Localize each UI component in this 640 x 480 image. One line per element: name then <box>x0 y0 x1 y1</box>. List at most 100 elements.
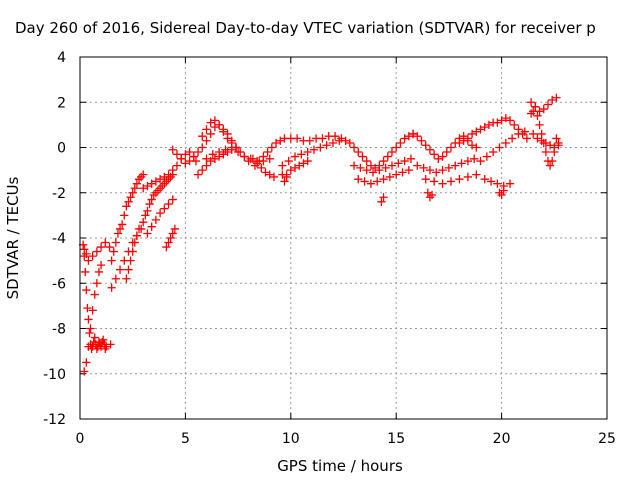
y-tick-label: -2 <box>52 186 66 202</box>
data-point <box>139 218 148 227</box>
data-point <box>541 138 551 148</box>
data-point <box>429 150 439 159</box>
data-point <box>143 229 152 238</box>
data-point <box>221 145 230 154</box>
data-point <box>282 172 291 182</box>
data-point <box>432 168 441 177</box>
data-point <box>413 161 422 170</box>
data-point <box>102 342 111 351</box>
data-point <box>214 147 224 157</box>
data-point <box>122 202 131 211</box>
data-point <box>111 238 120 247</box>
x-tick-label: 5 <box>181 431 190 447</box>
data-point <box>84 342 93 351</box>
data-point <box>472 170 481 179</box>
data-point <box>168 165 177 175</box>
data-point <box>486 177 496 186</box>
data-point <box>328 138 338 148</box>
data-point <box>495 143 504 152</box>
data-point <box>94 267 104 277</box>
data-point <box>233 147 243 157</box>
data-point <box>480 175 489 184</box>
data-point <box>514 129 523 139</box>
data-point <box>303 156 312 166</box>
data-point <box>193 170 203 179</box>
data-point <box>124 265 133 274</box>
data-point <box>155 208 165 218</box>
data-point <box>358 152 367 161</box>
data-point <box>193 147 203 157</box>
data-point <box>373 177 382 186</box>
data-point <box>366 179 376 188</box>
chart-title: Day 260 of 2016, Sidereal Day-to-day VTE… <box>15 19 596 37</box>
data-point <box>219 150 228 159</box>
data-point <box>151 177 161 186</box>
data-point <box>128 188 137 197</box>
data-point <box>309 145 319 154</box>
data-point <box>535 120 544 130</box>
data-point <box>400 134 409 143</box>
data-point <box>139 170 148 179</box>
data-point <box>520 127 529 136</box>
y-tick-label: -4 <box>52 231 66 247</box>
data-point <box>141 211 150 220</box>
data-point <box>354 175 363 184</box>
data-point <box>318 134 327 143</box>
data-point <box>210 122 220 132</box>
data-point <box>261 168 270 177</box>
data-point <box>392 170 401 179</box>
data-point <box>438 152 447 161</box>
y-tick-label: 0 <box>57 141 66 157</box>
data-point <box>90 333 99 342</box>
y-tick-label: -10 <box>43 367 66 383</box>
data-point <box>421 141 430 150</box>
y-axis: -12 -10 -8 -6 -4 -2 0 2 4 <box>43 50 607 428</box>
data-point <box>545 161 555 170</box>
data-point <box>168 229 177 238</box>
data-point <box>250 161 260 170</box>
data-point <box>484 120 494 130</box>
data-point <box>160 172 169 182</box>
data-point <box>529 129 538 139</box>
data-point <box>240 152 249 161</box>
data-point <box>80 245 89 254</box>
data-point <box>543 100 553 109</box>
data-point <box>109 247 118 256</box>
data-point <box>206 156 215 166</box>
data-point <box>299 159 308 168</box>
data-point <box>554 141 563 150</box>
data-point <box>354 147 363 157</box>
data-point <box>84 256 93 265</box>
data-point <box>480 122 489 132</box>
data-point <box>160 204 169 213</box>
data-point <box>139 184 148 193</box>
data-point <box>84 315 93 324</box>
data-point <box>122 274 131 283</box>
data-point <box>362 156 371 166</box>
x-tick-label: 20 <box>493 431 511 447</box>
data-point <box>533 111 542 120</box>
data-point <box>434 154 443 163</box>
data-point <box>248 154 258 163</box>
data-point <box>455 175 464 184</box>
data-point <box>210 116 220 125</box>
data-point <box>429 177 439 186</box>
x-tick-label: 0 <box>76 431 85 447</box>
data-point <box>421 175 430 184</box>
data-point <box>404 165 413 175</box>
data-point <box>303 147 312 157</box>
data-point <box>111 274 120 283</box>
data-point <box>185 147 194 157</box>
data-point <box>396 138 405 148</box>
data-point <box>96 242 106 252</box>
data-point <box>501 138 510 148</box>
plot-frame <box>79 56 608 420</box>
data-point <box>427 190 437 200</box>
data-point <box>463 134 473 143</box>
data-point <box>88 306 97 315</box>
data-point <box>505 116 515 125</box>
data-point <box>96 261 106 270</box>
data-point <box>316 143 325 152</box>
data-point <box>425 165 435 175</box>
